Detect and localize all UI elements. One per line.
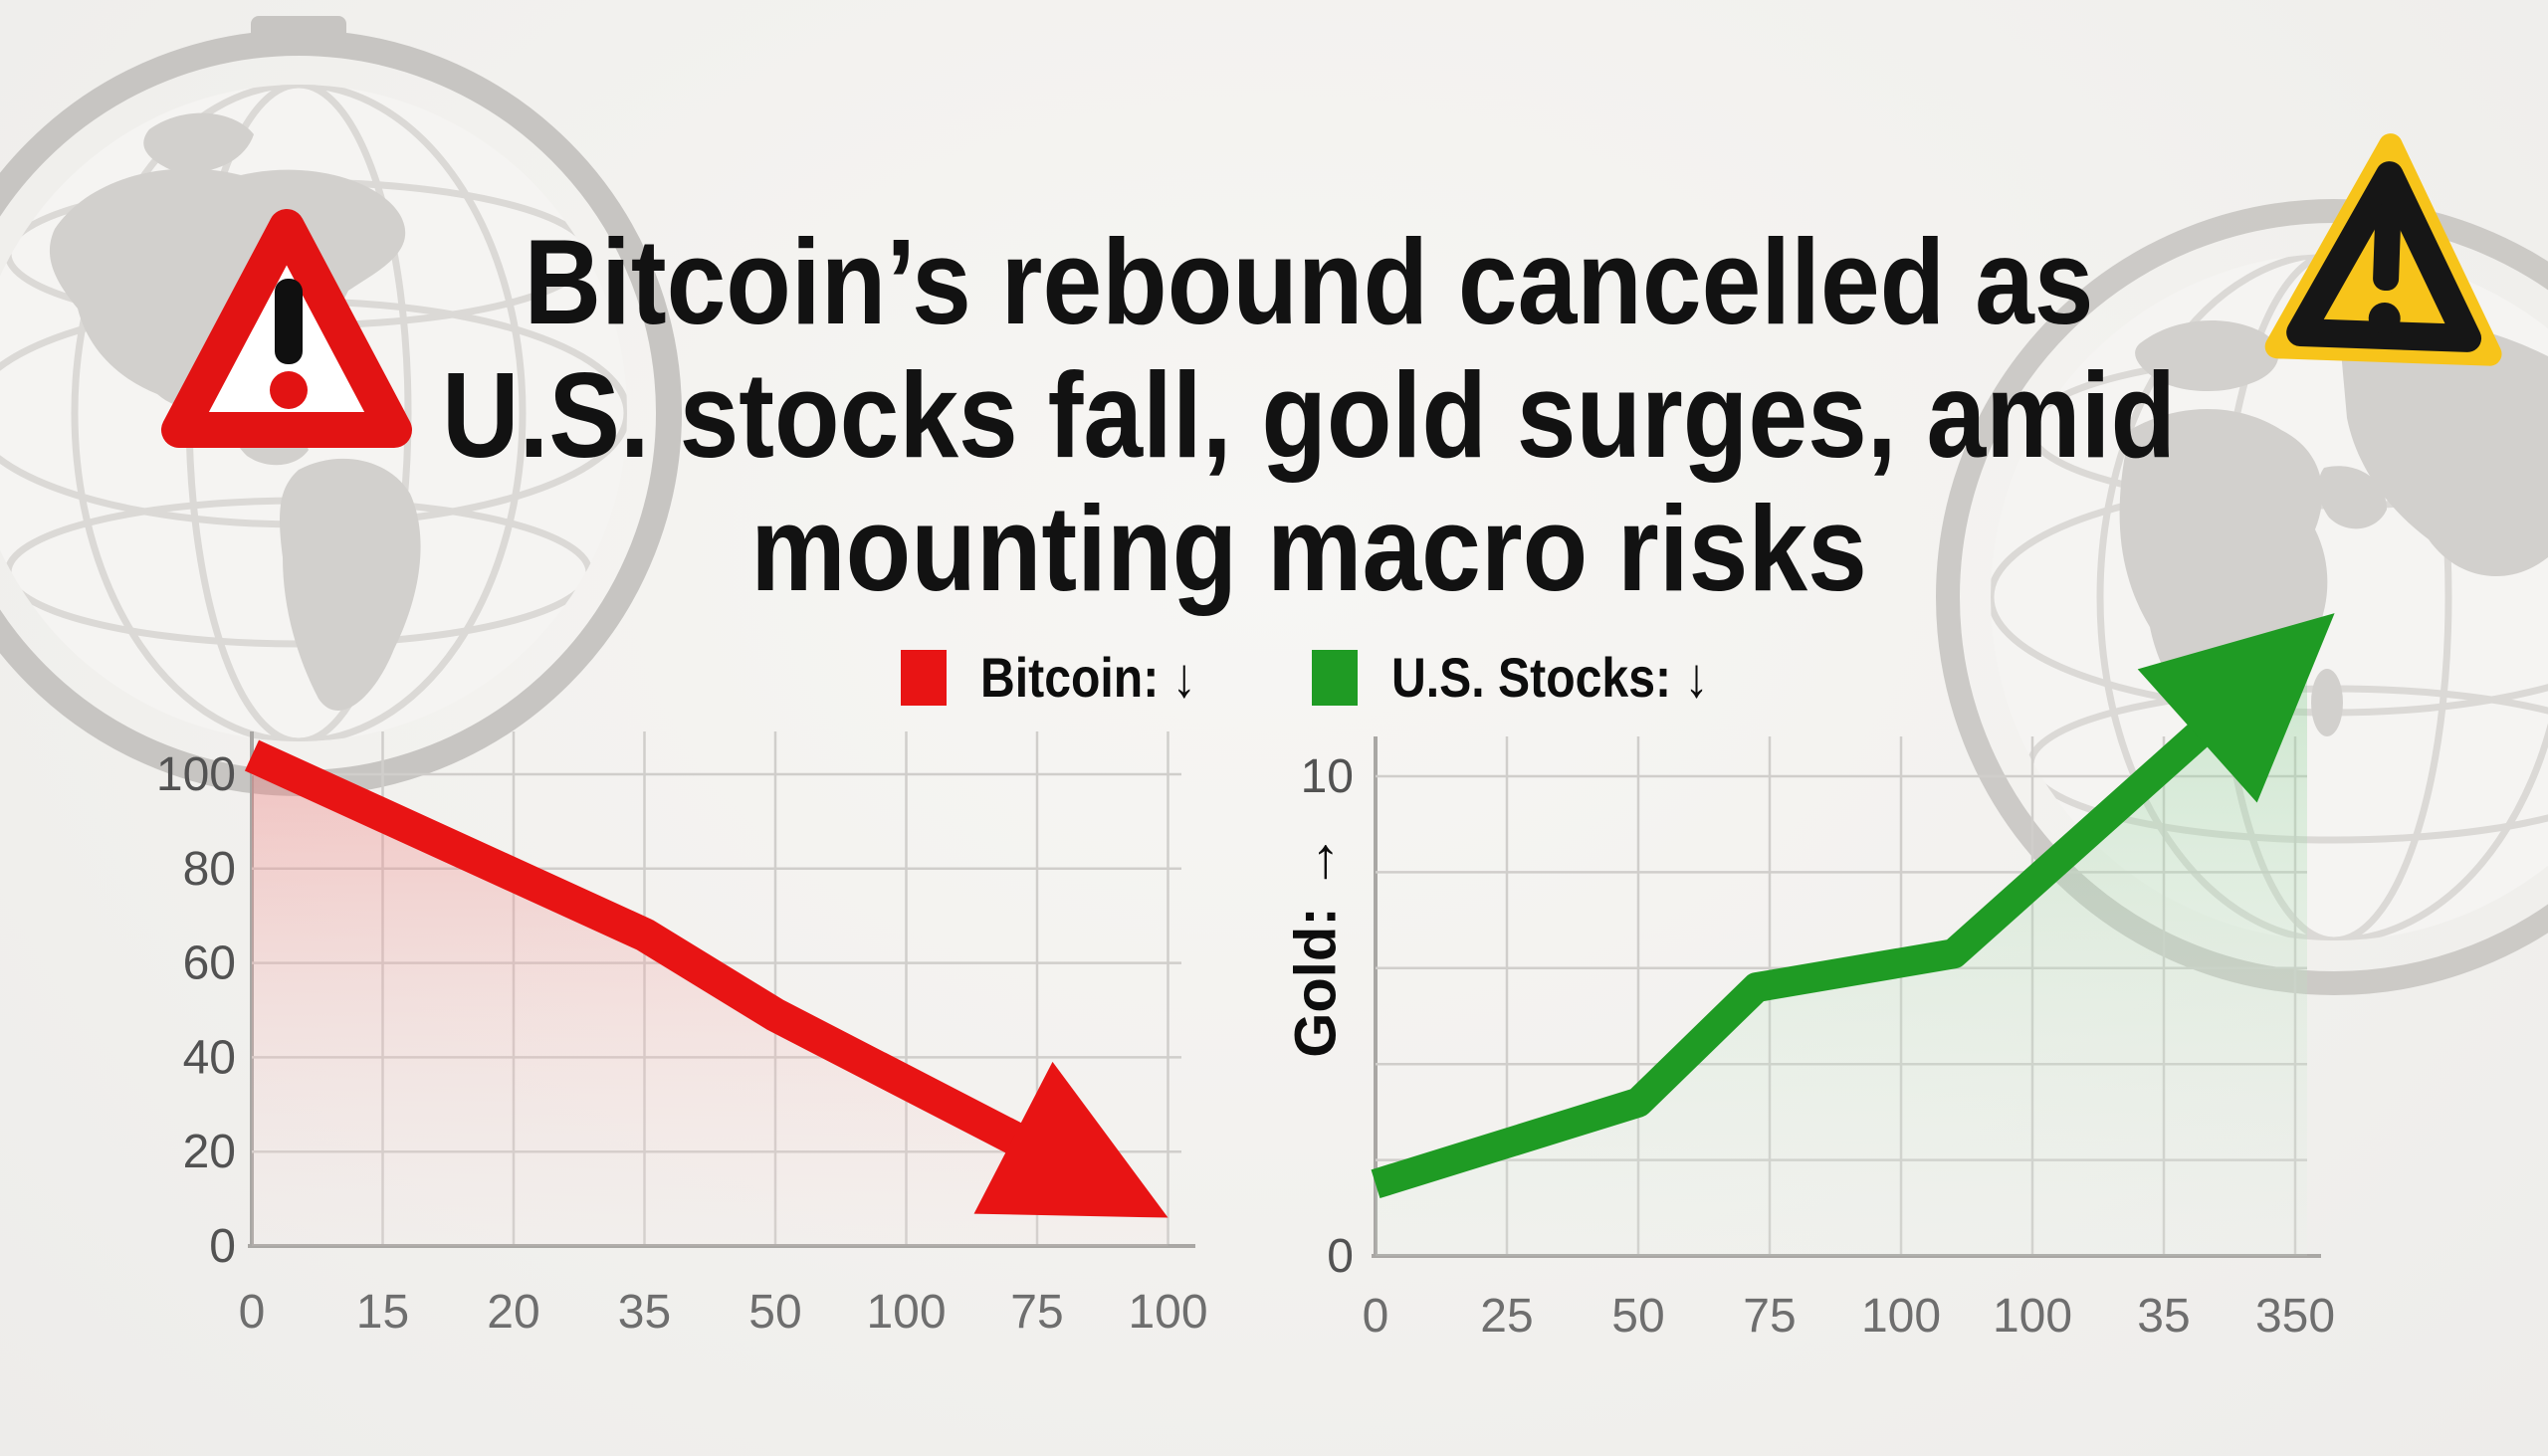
series-line (1371, 688, 2249, 1199)
y-tick-label: 10 (1301, 750, 1354, 803)
x-tick-label: 75 (1743, 1290, 1796, 1343)
arrow-up-icon (2137, 613, 2335, 803)
y-tick-label: 0 (209, 1220, 236, 1273)
red-warning-triangle-icon (161, 209, 412, 448)
us-stocks-legend-swatch-icon (1312, 649, 1358, 706)
x-tick-label: 100 (1993, 1290, 2072, 1343)
y-tick-label: 20 (183, 1126, 236, 1178)
x-tick-label: 25 (1480, 1290, 1533, 1343)
x-tick-label: 0 (1363, 1290, 1389, 1343)
series-area (1376, 637, 2307, 1256)
yellow-warning-triangle-icon (2264, 133, 2502, 366)
x-tick-label: 100 (866, 1286, 946, 1339)
headline-line3: mounting macro risks (750, 480, 1867, 616)
x-tick-label: 100 (1861, 1290, 1941, 1343)
x-tick-label: 15 (356, 1286, 409, 1339)
y-tick-label: 80 (183, 843, 236, 896)
x-tick-label: 35 (618, 1286, 671, 1339)
y-tick-label: 0 (1327, 1230, 1354, 1283)
headline-line2: U.S. stocks fall, gold surges, amid (441, 346, 2177, 483)
headline-line1: Bitcoin’s rebound cancelled as (524, 213, 2094, 349)
x-tick-label: 35 (2137, 1290, 2190, 1343)
bitcoin-legend-label: Bitcoin: ↓ (980, 646, 1196, 709)
stocks-gold-chart: 0 25 50 75 100 100 35 350 0 10 (1301, 613, 2335, 1343)
x-tick-label: 100 (1128, 1286, 1207, 1339)
bitcoin-legend-swatch-icon (901, 649, 947, 706)
x-tick-label: 350 (2255, 1290, 2335, 1343)
y-tick-label: 40 (183, 1031, 236, 1084)
headline: Bitcoin’s rebound cancelled as U.S. stoc… (442, 215, 2176, 615)
exclamation-dot (270, 371, 308, 409)
y-tick-label: 60 (183, 937, 236, 990)
y-tick-label: 100 (156, 748, 236, 801)
us-stocks-legend-label: U.S. Stocks: ↓ (1391, 646, 1709, 709)
gold-axis-label: Gold: → (1283, 833, 1349, 1058)
exclamation-bar (2373, 203, 2402, 292)
x-tick-label: 75 (1010, 1286, 1063, 1339)
legend-us-stocks: U.S. Stocks: ↓ (1312, 645, 1760, 710)
exclamation-dot (2368, 302, 2401, 334)
legend-bitcoin: Bitcoin: ↓ (901, 645, 1231, 710)
x-tick-label: 0 (239, 1286, 266, 1339)
arrow-down-icon (973, 1061, 1168, 1218)
x-tick-label: 50 (1611, 1290, 1664, 1343)
exclamation-bar (275, 279, 303, 364)
series-line (244, 739, 1068, 1177)
x-tick-label: 20 (487, 1286, 539, 1339)
bitcoin-chart: 0 15 20 35 50 100 75 100 0 20 40 60 80 100 (156, 731, 1208, 1339)
x-tick-label: 50 (748, 1286, 801, 1339)
